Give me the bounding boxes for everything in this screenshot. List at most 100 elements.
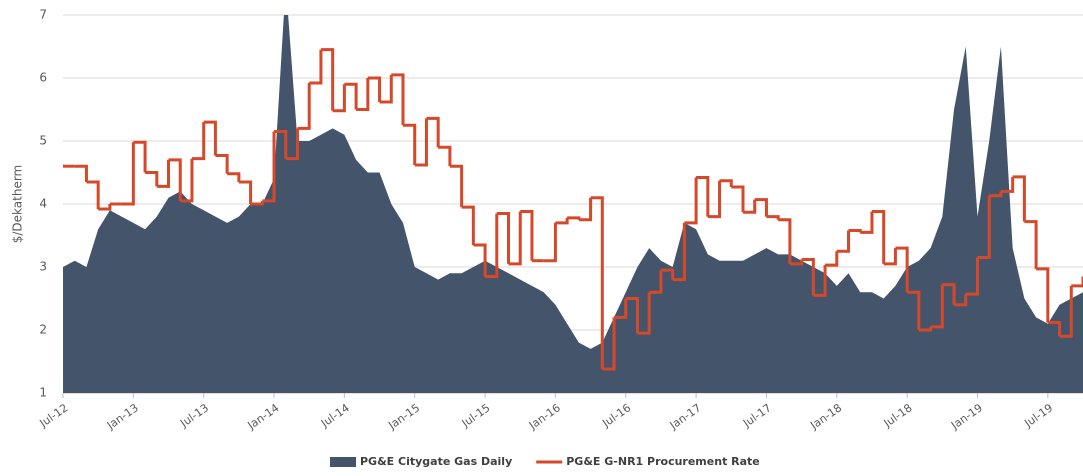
step-segment — [813, 265, 827, 297]
step-segment — [156, 159, 171, 188]
step-segment — [871, 210, 886, 264]
step-segment — [543, 222, 557, 263]
step-segment — [883, 248, 897, 266]
step-segment — [274, 130, 288, 159]
step-segment — [285, 128, 299, 161]
step-segment — [297, 83, 311, 130]
x-tick-label: Jan-15 — [385, 401, 422, 432]
step-segment — [309, 49, 323, 85]
y-tick-label: 1 — [39, 386, 47, 400]
step-segment — [227, 172, 241, 182]
x-tick-label: Jul-18 — [881, 401, 915, 430]
step-segment — [215, 153, 229, 174]
legend-label: PG&E Citygate Gas Daily — [360, 455, 512, 468]
x-tick-label: Jan-16 — [526, 401, 563, 432]
step-segment — [696, 176, 710, 217]
step-segment — [848, 228, 862, 233]
step-segment — [766, 215, 780, 220]
step-segment — [238, 180, 253, 204]
step-segment — [918, 326, 933, 332]
area — [63, 15, 1083, 393]
step-segment — [965, 257, 979, 296]
step-segment — [403, 123, 417, 165]
step-segment — [801, 257, 815, 296]
step-segment — [989, 191, 1003, 198]
step-segment — [191, 122, 206, 161]
step-segment — [520, 210, 534, 261]
step-segment — [602, 317, 616, 371]
step-segment — [508, 211, 522, 266]
step-segment — [649, 270, 663, 294]
y-tick-label: 2 — [39, 323, 47, 337]
step-segment — [825, 251, 839, 267]
x-tick-label: Jul-12 — [37, 401, 71, 430]
step-segment — [672, 222, 686, 282]
y-axis-label: $/Dekatherm — [11, 165, 25, 244]
step-segment — [637, 292, 651, 335]
step-segment — [461, 205, 475, 245]
step-segment — [719, 179, 733, 187]
x-tick-label: Jul-16 — [599, 401, 633, 430]
x-tick-label: Jul-19 — [1021, 401, 1055, 430]
step-segment — [614, 298, 628, 319]
step-segment — [778, 218, 792, 264]
step-segment — [180, 158, 194, 203]
y-tick-label: 4 — [39, 197, 47, 211]
x-tick-label: Jul-15 — [459, 401, 493, 430]
step-segment — [930, 284, 944, 329]
step-segment — [625, 297, 639, 334]
step-segment — [1071, 276, 1083, 288]
step-segment — [836, 230, 851, 253]
x-tick-label: Jan-19 — [948, 401, 985, 432]
step-segment — [168, 158, 182, 201]
y-tick-label: 3 — [39, 260, 47, 274]
step-segment — [203, 120, 217, 156]
step-segment — [332, 84, 346, 113]
step-segment — [907, 290, 921, 330]
step-segment — [320, 48, 335, 111]
step-segment — [1000, 176, 1015, 193]
x-tick-label: Jan-17 — [667, 401, 704, 432]
x-tick-label: Jan-13 — [104, 401, 141, 432]
step-segment — [684, 177, 698, 225]
legend-label: PG&E G-NR1 Procurement Rate — [566, 455, 760, 468]
step-segment — [578, 197, 593, 222]
step-segment — [942, 283, 956, 305]
step-segment — [743, 199, 757, 214]
step-segment — [74, 164, 88, 182]
x-tick-label: Jul-13 — [177, 401, 211, 430]
step-segment — [555, 217, 569, 225]
step-segment — [356, 78, 370, 111]
step-segment — [86, 180, 100, 210]
step-segment — [1036, 267, 1050, 323]
step-segment — [98, 204, 112, 211]
step-segment — [426, 116, 440, 148]
step-segment — [977, 195, 991, 260]
step-segment — [660, 268, 675, 280]
y-tick-label: 7 — [39, 8, 47, 22]
step-segment — [485, 213, 499, 278]
step-segment — [1059, 285, 1073, 338]
step-segment — [754, 198, 768, 217]
step-segment — [414, 118, 428, 167]
step-segment — [473, 243, 487, 277]
step-segment — [954, 294, 968, 307]
step-segment — [895, 246, 909, 293]
legend-swatch — [330, 457, 356, 467]
step-segment — [449, 164, 464, 208]
x-tick-label: Jan-18 — [807, 401, 844, 432]
y-tick-label: 5 — [39, 134, 47, 148]
step-segment — [438, 145, 452, 167]
step-segment — [567, 216, 581, 220]
step-segment — [496, 211, 511, 264]
step-segment — [145, 171, 159, 187]
step-segment — [590, 196, 604, 370]
step-segment — [731, 185, 745, 213]
step-segment — [133, 140, 147, 173]
x-tick-label: Jul-14 — [318, 401, 352, 430]
x-tick-label: Jul-17 — [740, 401, 774, 430]
step-segment — [379, 74, 393, 104]
step-segment — [262, 131, 276, 203]
step-segment — [391, 73, 405, 126]
